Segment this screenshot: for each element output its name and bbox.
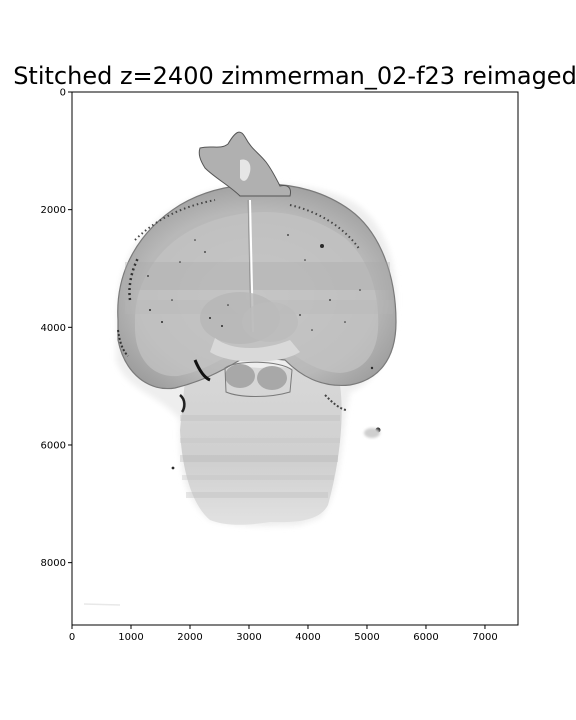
x-tick-label: 7000 [472,632,497,643]
tissue-image [83,131,397,606]
axes-frame [71,91,519,626]
x-tick-label: 1000 [118,632,143,643]
x-tick-label: 6000 [413,632,438,643]
y-tick-label: 8000 [41,558,66,569]
x-axis: 0 1000 2000 3000 4000 5000 6000 7000 [69,625,498,643]
y-tick-label: 2000 [41,205,66,216]
x-tick-label: 0 [69,632,75,643]
y-tick-label: 4000 [41,323,66,334]
x-tick-label: 5000 [354,632,379,643]
y-tick-label: 0 [60,88,66,99]
y-tick-label: 6000 [41,440,66,451]
x-tick-label: 3000 [236,632,261,643]
chart-title: Stitched z=2400 zimmerman_02-f23 reimage… [13,62,576,90]
x-tick-label: 2000 [177,632,202,643]
y-axis: 0 2000 4000 6000 8000 [41,88,72,569]
x-tick-label: 4000 [295,632,320,643]
